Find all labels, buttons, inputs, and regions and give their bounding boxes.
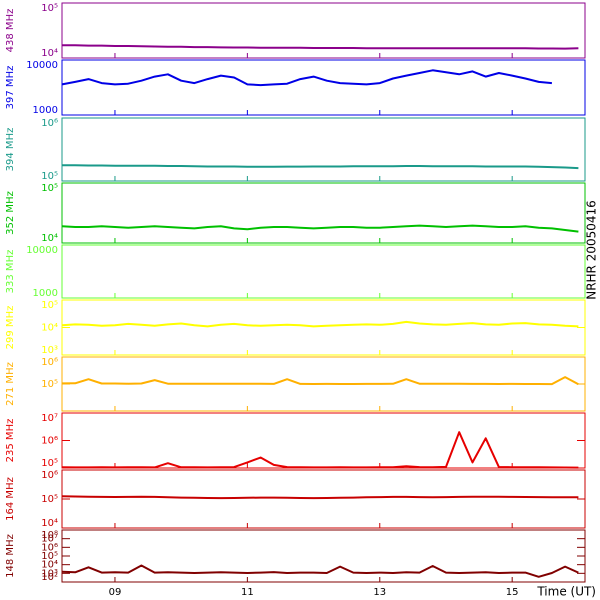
y-tick-label: 1000: [33, 105, 58, 116]
y-tick-label: 10⁵: [41, 379, 58, 390]
y-tick-label: 10000: [26, 60, 58, 71]
y-axis-label: 438 MHz: [5, 9, 16, 53]
y-tick-label: 10⁴: [41, 323, 58, 334]
y-tick-label: 10⁴: [41, 560, 58, 571]
x-tick-label: 11: [241, 587, 254, 598]
y-axis-label: 394 MHz: [5, 128, 16, 172]
y-tick-label: 10⁶: [41, 118, 58, 129]
y-tick-label: 10⁶: [41, 436, 58, 447]
data-line: [62, 164, 579, 170]
y-axis-label: 164 MHz: [5, 477, 16, 521]
y-tick-label: 10⁵: [41, 551, 58, 562]
y-tick-label: 10⁵: [41, 183, 58, 194]
y-tick-label: 10³: [41, 345, 58, 356]
y-tick-label: 10⁶: [41, 542, 58, 553]
data-line: [61, 320, 579, 328]
data-line: [61, 495, 579, 500]
y-tick-label: 10⁵: [41, 300, 58, 311]
y-axis-label: 299 MHz: [5, 306, 16, 350]
y-axis-label: 148 MHz: [5, 534, 16, 578]
y-tick-label: 10000: [26, 245, 58, 256]
y-tick-label: 1000: [33, 288, 58, 299]
panel-frame: [61, 299, 586, 356]
panel-frame: [61, 2, 586, 59]
panel-frame: [61, 59, 586, 116]
y-axis-label: 397 MHz: [5, 66, 16, 110]
y-tick-label: 10³: [41, 568, 58, 579]
y-tick-label: 10⁷: [41, 413, 58, 424]
panel-frame: [61, 117, 586, 182]
y-tick-label: 10⁶: [41, 357, 58, 368]
y-tick-label: 10⁵: [41, 458, 58, 469]
x-tick-label: 09: [109, 587, 122, 598]
y-axis-label: 352 MHz: [5, 191, 16, 235]
data-line: [61, 431, 579, 469]
y-tick-label: 10⁵: [41, 171, 58, 182]
data-line: [61, 69, 552, 87]
y-axis-label: 333 MHz: [5, 250, 16, 294]
y-tick-label: 10⁷: [41, 534, 58, 545]
x-tick-label: 15: [506, 587, 519, 598]
y-tick-label: 10⁴: [41, 518, 58, 529]
y-tick-label: 10⁵: [41, 3, 58, 14]
y-axis-label: 235 MHz: [5, 419, 16, 463]
data-line: [62, 44, 579, 50]
x-axis-title: Time (UT): [536, 585, 596, 599]
y-tick-label: 10²: [41, 572, 58, 583]
y-tick-label: 10⁶: [41, 470, 58, 481]
y-tick-label: 10⁴: [41, 233, 58, 244]
panel-frame: [61, 182, 586, 244]
side-title: NRHR 20050416: [585, 200, 599, 300]
y-tick-label: 10⁵: [41, 494, 58, 505]
panel-frame: [61, 412, 586, 469]
data-line: [61, 224, 579, 233]
y-axis-label: 271 MHz: [5, 362, 16, 406]
data-line: [61, 376, 579, 386]
panel-frame: [61, 529, 586, 583]
y-tick-label: 10⁴: [41, 48, 58, 59]
y-tick-label: 10⁸: [41, 530, 58, 541]
panel-frame: [61, 244, 586, 299]
x-tick-label: 13: [373, 587, 386, 598]
data-line: [61, 564, 579, 578]
